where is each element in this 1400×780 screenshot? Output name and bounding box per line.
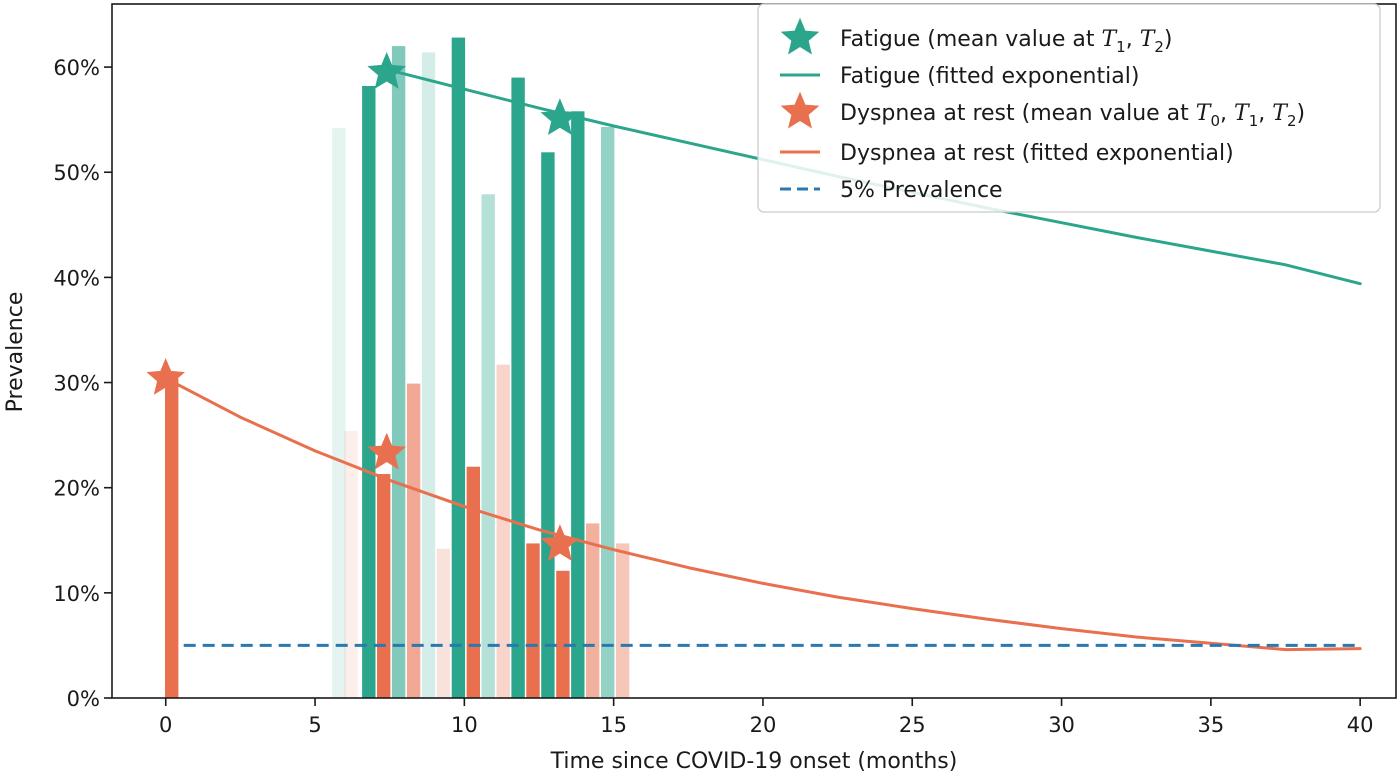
fatigue-bar	[451, 37, 466, 699]
bars-layer	[165, 37, 630, 699]
x-tick-label: 30	[1048, 713, 1075, 737]
mean-value-star-marker	[146, 358, 186, 395]
stars-layer	[146, 51, 580, 561]
dyspnea-bar	[586, 523, 600, 698]
x-tick-label: 40	[1347, 713, 1374, 737]
y-tick-label: 40%	[53, 266, 100, 290]
legend-box	[757, 3, 1381, 213]
y-tick-label: 0%	[67, 687, 100, 711]
mean-value-star-marker	[367, 432, 407, 470]
y-tick-label: 30%	[53, 372, 100, 396]
x-tick-label: 20	[750, 713, 777, 737]
x-axis-label: Time since COVID-19 onset (months)	[550, 749, 958, 774]
fatigue-bar	[511, 77, 525, 699]
plot-frame	[111, 3, 1397, 699]
mean-value-star-marker	[540, 524, 580, 561]
legend-star-icon	[780, 17, 820, 55]
x-tick-label: 10	[451, 713, 478, 737]
legend: Fatigue (mean value at T1, T2) Fatigue (f…	[757, 3, 1381, 213]
x-tick-label: 0	[159, 713, 172, 737]
fatigue-bar	[421, 52, 436, 698]
fitted-curve	[164, 376, 1362, 652]
x-tick-label: 15	[600, 713, 627, 737]
dyspnea-bar	[556, 570, 570, 698]
legend-entry-label: 5% Prevalence	[840, 178, 1003, 203]
fatigue-bar	[481, 194, 495, 699]
y-tick-label: 10%	[53, 582, 100, 606]
legend-star-icon	[780, 91, 820, 129]
legend-entry-label: Fatigue (mean value at T1, T2)	[840, 27, 1173, 56]
x-tick-label: 35	[1197, 713, 1224, 737]
fatigue-bar	[541, 152, 555, 699]
dyspnea-bar	[526, 543, 540, 698]
legend-entry-label: Dyspnea at rest (mean value at T0, T1, T…	[840, 101, 1305, 130]
legend-entry-label: Fatigue (fitted exponential)	[840, 64, 1139, 89]
dyspnea-bar	[436, 548, 451, 698]
dyspnea-bar	[406, 383, 421, 698]
mean-value-star-marker	[367, 51, 407, 89]
x-tick-label: 5	[308, 713, 321, 737]
dyspnea-bar	[615, 543, 630, 698]
fatigue-bar	[391, 46, 406, 699]
fatigue-bar	[601, 127, 615, 698]
y-tick-label: 20%	[53, 477, 100, 501]
y-tick-label: 50%	[53, 161, 100, 185]
dyspnea-bar	[496, 364, 510, 698]
fatigue-bar	[571, 111, 585, 699]
axes-layer: 0 5 10 15 20 25 30 35 40 0% 10% 20% 30% 40% 50% 60%	[53, 3, 1397, 737]
y-axis-label: Prevalence	[3, 292, 28, 413]
fatigue-bar	[362, 86, 376, 698]
fatigue-bar	[332, 128, 346, 699]
dyspnea-bar	[165, 378, 179, 698]
mean-value-star-marker	[540, 98, 580, 136]
x-tick-label: 25	[899, 713, 926, 737]
legend-entry-label: Dyspnea at rest (fitted exponential)	[840, 141, 1234, 166]
y-tick-label: 60%	[53, 56, 100, 80]
dyspnea-bar	[344, 430, 358, 698]
dyspnea-bar	[466, 466, 480, 698]
dyspnea-bar	[377, 474, 391, 698]
